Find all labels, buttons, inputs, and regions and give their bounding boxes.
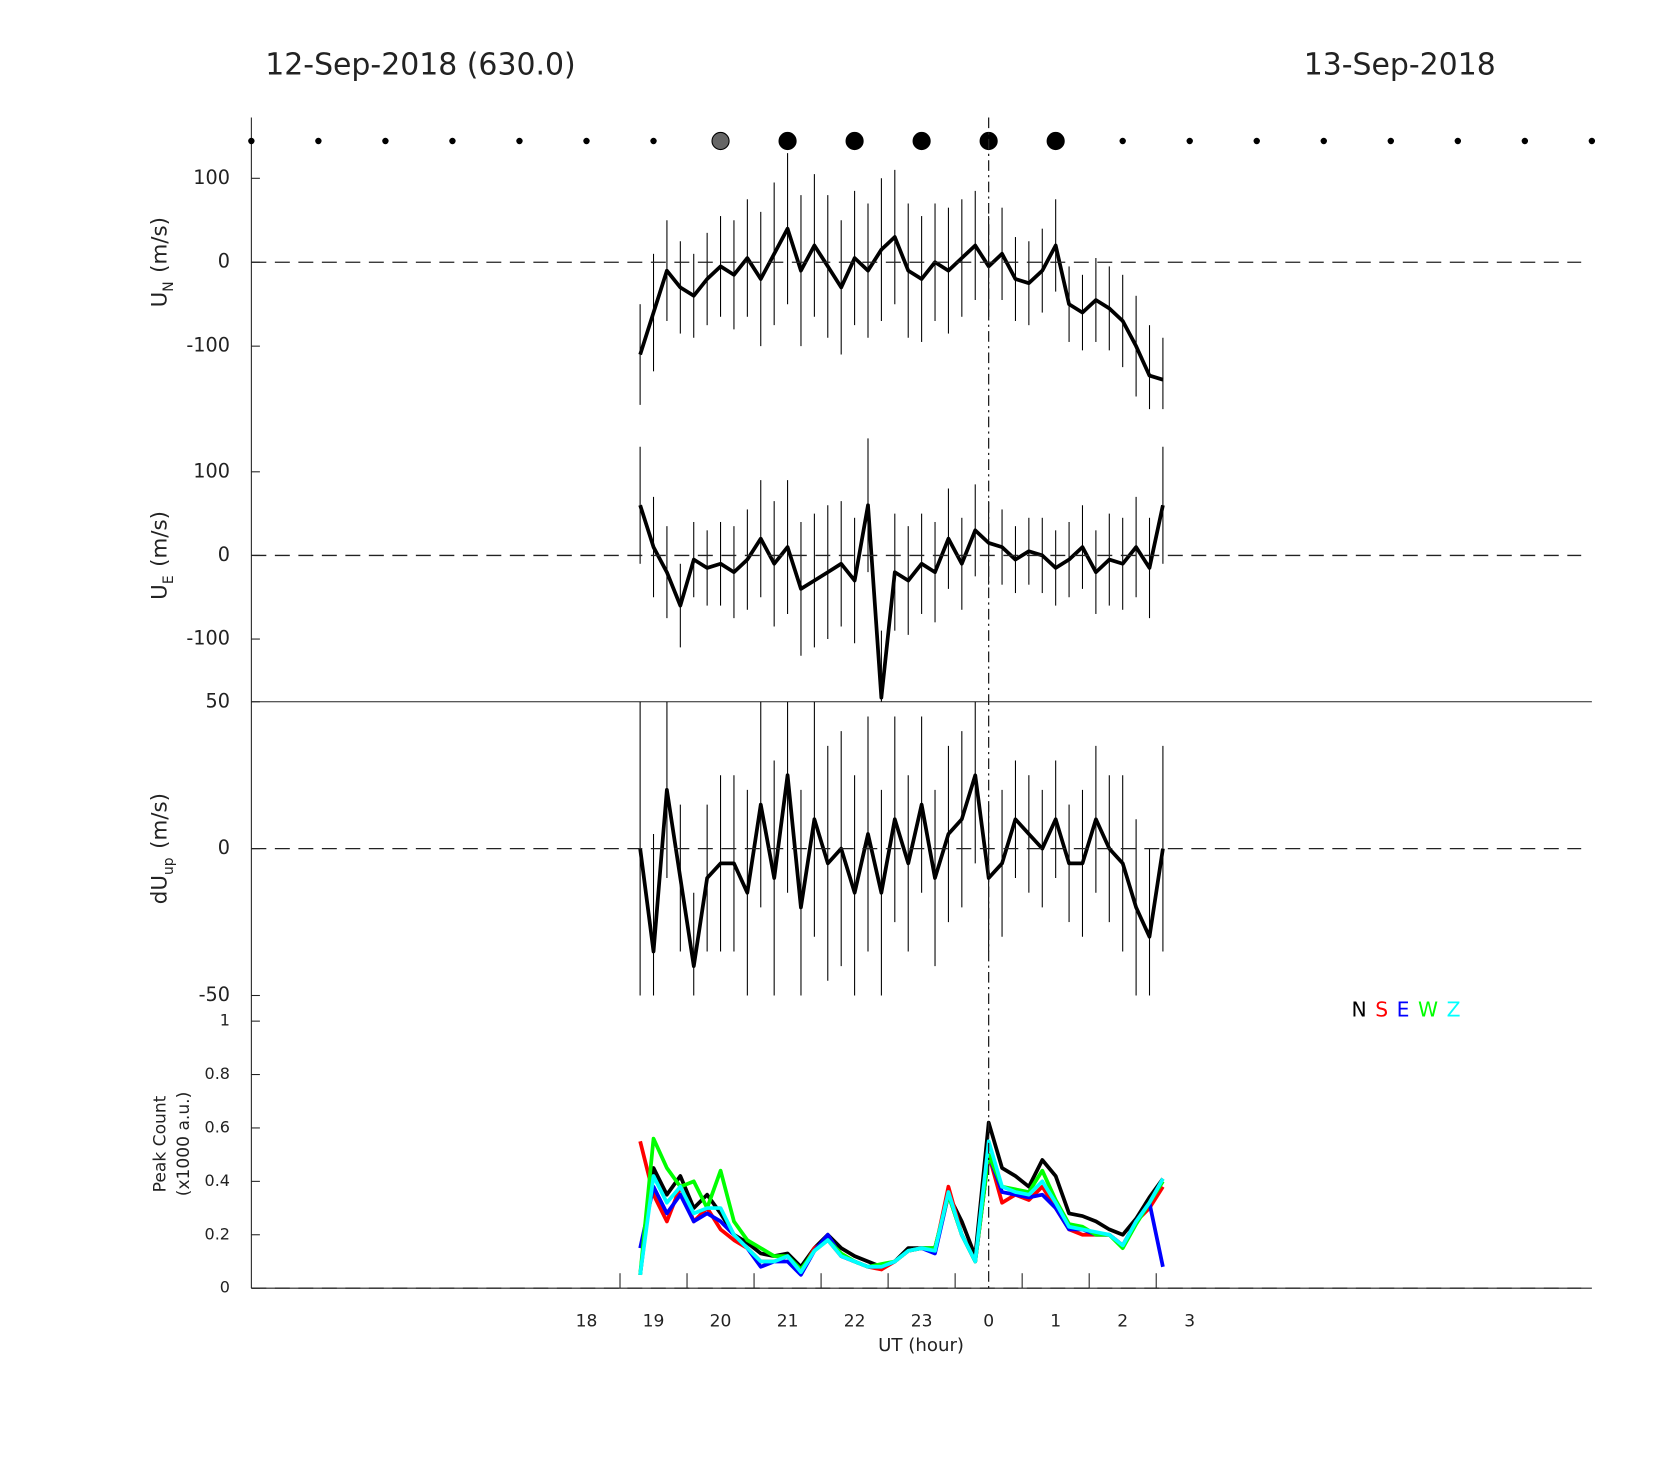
- sky-marker: [1588, 137, 1596, 145]
- y-label-main: U: [148, 292, 173, 308]
- y-tick-label: -50: [199, 983, 230, 1006]
- data-line: [638, 773, 1165, 968]
- title-left: 12-Sep-2018 (630.0): [265, 48, 575, 83]
- legend-entry: W: [1418, 997, 1438, 1021]
- legend-entry: Z: [1447, 997, 1461, 1021]
- sky-marker: [778, 131, 797, 151]
- y-tick-label: 1: [220, 1011, 230, 1030]
- y-tick-label: 0: [218, 836, 230, 859]
- x-axis-label: UT (hour): [878, 1335, 964, 1356]
- sky-marker: [315, 137, 322, 145]
- y-label-unit: (m/s): [148, 793, 173, 849]
- panel-0: [638, 153, 1164, 410]
- legend-entry: N: [1352, 997, 1367, 1021]
- sky-marker: [650, 137, 657, 145]
- sky-marker: [912, 131, 931, 151]
- sky-marker: [449, 137, 456, 145]
- sky-marker: [1387, 137, 1395, 145]
- y-label-unit: (m/s): [148, 217, 173, 273]
- x-tick-label: 20: [710, 1311, 732, 1331]
- sky-marker: [845, 131, 864, 151]
- data-line: [638, 226, 1164, 382]
- panel-3: [638, 1120, 1165, 1277]
- y-label-main: dU: [148, 875, 173, 904]
- y-tick-label: -100: [186, 627, 230, 650]
- y-tick-label: 50: [206, 689, 230, 712]
- sky-marker: [1253, 137, 1260, 145]
- y-label-sub: E: [161, 575, 177, 584]
- x-tick-label: 19: [643, 1311, 665, 1331]
- series-line: [638, 1139, 1165, 1276]
- legend-entry: S: [1375, 997, 1388, 1021]
- y-tick-label: 0.6: [205, 1117, 230, 1136]
- y-tick-label: 100: [193, 166, 230, 189]
- sky-marker: [248, 137, 255, 145]
- sky-marker: [1454, 137, 1462, 145]
- y-tick-label: -100: [186, 334, 230, 357]
- y-tick-label: 0: [220, 1278, 230, 1297]
- sky-marker: [1046, 131, 1065, 151]
- y-tick-label: 0.4: [205, 1171, 230, 1190]
- x-tick-label: 22: [844, 1311, 866, 1331]
- x-tick-label: 0: [983, 1311, 994, 1331]
- y-axis-label: Peak Count: [151, 1095, 171, 1192]
- x-tick-label: 1: [1050, 1311, 1061, 1331]
- sky-marker: [1186, 137, 1193, 145]
- sky-marker: [1320, 137, 1327, 145]
- y-axis-label: UE (m/s): [148, 511, 178, 600]
- panel-1: [638, 438, 1165, 702]
- data-line: [638, 503, 1165, 700]
- x-tick-label: 18: [576, 1311, 598, 1331]
- sky-marker: [1521, 137, 1529, 145]
- y-axis-label: UN (m/s): [148, 217, 178, 307]
- y-label-sub: N: [161, 281, 177, 291]
- x-tick-label: 2: [1117, 1311, 1128, 1331]
- title-right: 13-Sep-2018: [1304, 48, 1496, 83]
- x-tick-label: 3: [1184, 1311, 1195, 1331]
- sky-marker: [583, 137, 590, 145]
- panel-2: [638, 701, 1165, 996]
- y-axis-label: dUup (m/s): [148, 793, 178, 904]
- sky-marker: [382, 137, 389, 145]
- y-label-unit: (m/s): [148, 511, 173, 567]
- legend-entry: E: [1397, 997, 1410, 1021]
- y-axis-label: (x1000 a.u.): [174, 1092, 194, 1196]
- sky-marker: [516, 137, 523, 145]
- y-label-main: U: [148, 584, 173, 600]
- y-tick-label: 0.2: [205, 1224, 230, 1243]
- y-tick-label: 0: [218, 250, 230, 273]
- sky-marker: [711, 131, 730, 151]
- x-tick-label: 21: [777, 1311, 799, 1331]
- sky-marker: [1119, 137, 1126, 145]
- x-tick-label: 23: [911, 1311, 933, 1331]
- y-label-sub: up: [161, 857, 177, 875]
- y-tick-label: 100: [193, 459, 230, 482]
- y-tick-label: 0.8: [205, 1064, 230, 1083]
- y-tick-label: 0: [218, 543, 230, 566]
